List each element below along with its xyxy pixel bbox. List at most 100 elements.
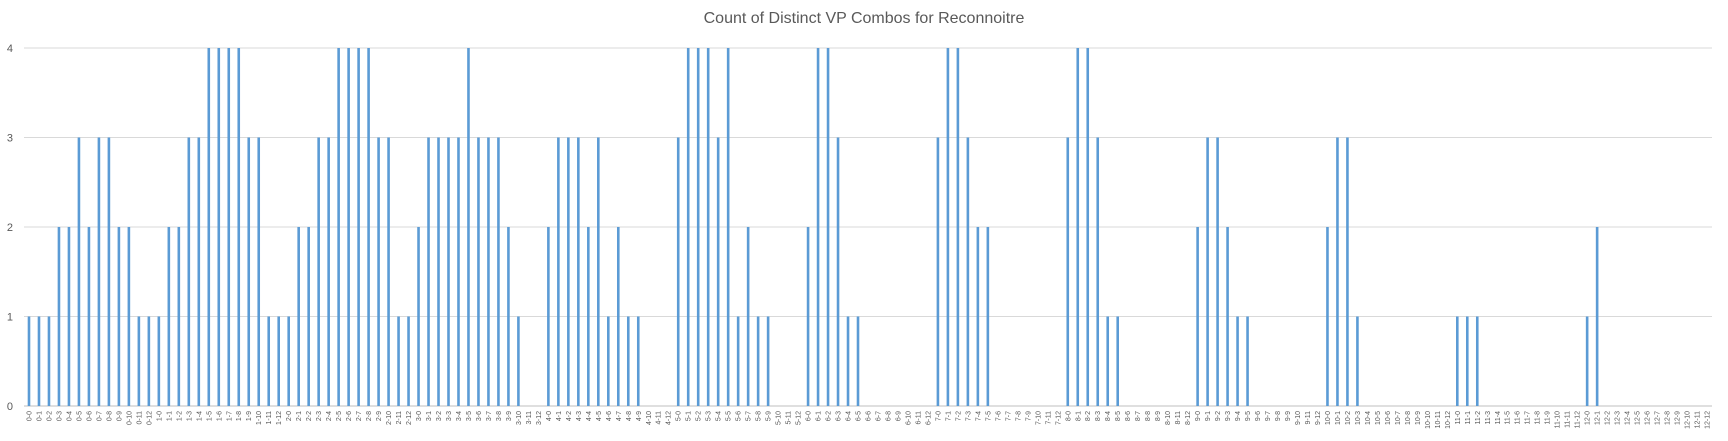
- bar-0-12: [147, 316, 151, 406]
- bar-4-3: [577, 137, 580, 406]
- x-tick-label: 1-1: [166, 411, 173, 421]
- x-tick-label: 8-7: [1135, 411, 1142, 421]
- bar-1-2: [177, 227, 181, 406]
- bar-5-8: [756, 316, 760, 406]
- x-tick-label: 3-3: [446, 411, 453, 421]
- x-tick-label: 10-0: [1325, 411, 1332, 425]
- x-tick-label: 5-11: [786, 411, 793, 425]
- x-tick-label: 2-5: [336, 411, 343, 421]
- bar-2-9: [377, 137, 380, 406]
- bar-2-2: [307, 227, 310, 406]
- bar-8-4: [1106, 316, 1110, 406]
- x-tick-label: 3-4: [456, 411, 463, 421]
- bar-2-7: [357, 48, 360, 406]
- x-tick-label: 11-5: [1505, 411, 1512, 425]
- x-tick-label: 0-9: [116, 411, 123, 421]
- bar-5-6: [736, 316, 740, 406]
- x-tick-label: 12-2: [1605, 411, 1612, 425]
- x-tick-label: 4-11: [656, 411, 663, 425]
- x-tick-label: 11-9: [1545, 411, 1552, 425]
- x-tick-label: 7-3: [965, 411, 972, 421]
- bar-7-2: [956, 48, 960, 406]
- x-tick-label: 1-4: [196, 411, 203, 421]
- x-tick-label: 2-11: [396, 411, 403, 425]
- x-tick-label: 11-1: [1465, 411, 1472, 425]
- x-tick-label: 5-2: [696, 411, 703, 421]
- bar-0-3: [57, 227, 61, 406]
- x-tick-label: 9-1: [1205, 411, 1212, 421]
- bar-1-1: [167, 227, 171, 406]
- bar-0-1: [37, 316, 41, 406]
- x-tick-label: 0-11: [136, 411, 143, 425]
- x-tick-label: 3-9: [506, 411, 513, 421]
- bar-1-8: [237, 48, 241, 406]
- bar-0-10: [127, 227, 131, 406]
- bar-2-10: [387, 137, 390, 406]
- x-tick-label: 9-4: [1235, 411, 1242, 421]
- x-tick-label: 8-10: [1165, 411, 1172, 425]
- bar-8-3: [1096, 137, 1100, 406]
- y-tick-label: 3: [7, 133, 13, 145]
- x-tick-label: 4-12: [666, 411, 673, 425]
- x-tick-label: 7-2: [955, 411, 962, 421]
- bar-4-5: [597, 137, 600, 406]
- x-tick-label: 8-6: [1125, 411, 1132, 421]
- x-tick-label: 9-12: [1315, 411, 1322, 425]
- x-tick-label: 5-5: [726, 411, 733, 421]
- bar-3-4: [457, 137, 460, 406]
- bar-10-2: [1346, 137, 1349, 406]
- bar-3-1: [427, 137, 430, 406]
- x-tick-label: 7-5: [985, 411, 992, 421]
- bar-4-8: [626, 316, 630, 406]
- x-tick-label: 1-9: [246, 411, 253, 421]
- bar-0-6: [87, 227, 91, 406]
- bar-6-2: [826, 48, 830, 406]
- y-tick-label: 0: [7, 401, 13, 413]
- x-tick-label: 11-4: [1495, 411, 1502, 425]
- y-tick-label: 2: [7, 222, 13, 234]
- bar-0-9: [117, 227, 121, 406]
- bar-1-5: [207, 48, 211, 406]
- bar-3-6: [477, 137, 480, 406]
- x-tick-label: 0-8: [106, 411, 113, 421]
- x-tick-label: 8-9: [1155, 411, 1162, 421]
- bar-7-3: [966, 137, 970, 406]
- bar-0-0: [27, 316, 31, 406]
- x-tick-label: 6-7: [875, 411, 882, 421]
- x-tick-label: 9-5: [1245, 411, 1252, 421]
- x-tick-label: 3-7: [486, 411, 493, 421]
- bar-5-4: [716, 137, 720, 406]
- bar-0-11: [137, 316, 141, 406]
- x-tick-label: 3-10: [516, 411, 523, 425]
- x-tick-label: 4-9: [636, 411, 643, 421]
- x-tick-label: 3-1: [426, 411, 433, 421]
- x-tick-label: 10-8: [1405, 411, 1412, 425]
- x-tick-label: 9-9: [1285, 411, 1292, 421]
- x-tick-label: 6-8: [885, 411, 892, 421]
- bar-8-2: [1086, 48, 1090, 406]
- x-tick-label: 12-11: [1695, 411, 1702, 428]
- x-tick-label: 7-11: [1045, 411, 1052, 425]
- x-tick-label: 11-6: [1515, 411, 1522, 425]
- x-tick-label: 2-8: [366, 411, 373, 421]
- bar-5-7: [746, 227, 750, 406]
- x-tick-label: 5-6: [736, 411, 743, 421]
- x-tick-label: 2-12: [406, 411, 413, 425]
- bar-6-5: [856, 316, 860, 406]
- bar-4-9: [636, 316, 640, 406]
- x-tick-label: 1-7: [226, 411, 233, 421]
- bar-12-1: [1595, 227, 1599, 406]
- bar-2-4: [327, 137, 330, 406]
- chart-title: Count of Distinct VP Combos for Reconnoi…: [703, 10, 1025, 27]
- x-tick-label: 2-3: [316, 411, 323, 421]
- x-tick-label: 9-0: [1195, 411, 1202, 421]
- x-tick-label: 11-2: [1475, 411, 1482, 425]
- x-tick-label: 12-8: [1665, 411, 1672, 425]
- x-tick-label: 6-2: [826, 411, 833, 421]
- bar-4-2: [567, 137, 570, 406]
- bar-2-3: [317, 137, 320, 406]
- bar-2-5: [337, 48, 340, 406]
- bar-7-5: [986, 227, 990, 406]
- bar-5-1: [686, 48, 690, 406]
- x-tick-label: 5-4: [716, 411, 723, 421]
